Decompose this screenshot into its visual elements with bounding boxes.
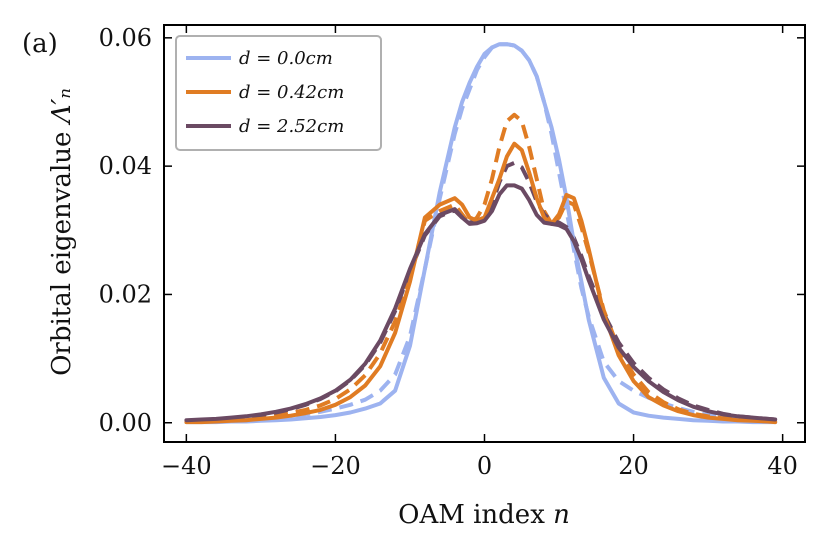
- y-tick-label: 0.00: [99, 409, 152, 437]
- x-tick-label: 20: [618, 452, 649, 480]
- y-tick-label: 0.02: [99, 280, 152, 308]
- y-tick-label: 0.06: [99, 24, 152, 52]
- legend-label: d = 0.42cm: [239, 82, 344, 103]
- plot-lines: [184, 42, 778, 425]
- legend-label: d = 0.0cm: [239, 48, 333, 69]
- legend-label: d = 2.52cm: [239, 116, 344, 137]
- legend: d = 0.0cm d = 0.42cm d = 2.52cm: [175, 35, 382, 151]
- series-line-d-2-52cm: [184, 183, 778, 423]
- series-line-d-0-0cm: [184, 42, 778, 425]
- legend-box: [175, 35, 382, 151]
- x-axis-title: OAM index n: [398, 500, 570, 530]
- x-tick-label: −20: [310, 452, 361, 480]
- series-line-d-0-42cm-dashed: [186, 112, 776, 424]
- series-line-d-0-42cm: [184, 141, 778, 425]
- axis-ticks: −40 −20 0 20 40 0.00 0.02 0.04 0.06: [99, 24, 805, 480]
- panel-label: (a): [22, 29, 58, 59]
- x-tick-label: −40: [161, 452, 212, 480]
- x-tick-label: 0: [477, 452, 492, 480]
- y-axis-title: Orbital eigenvalue Λ′ₙ: [47, 88, 77, 376]
- x-tick-label: 40: [767, 452, 798, 480]
- y-tick-label: 0.04: [99, 152, 152, 180]
- series-line-d-2-52cm-dashed: [186, 160, 776, 423]
